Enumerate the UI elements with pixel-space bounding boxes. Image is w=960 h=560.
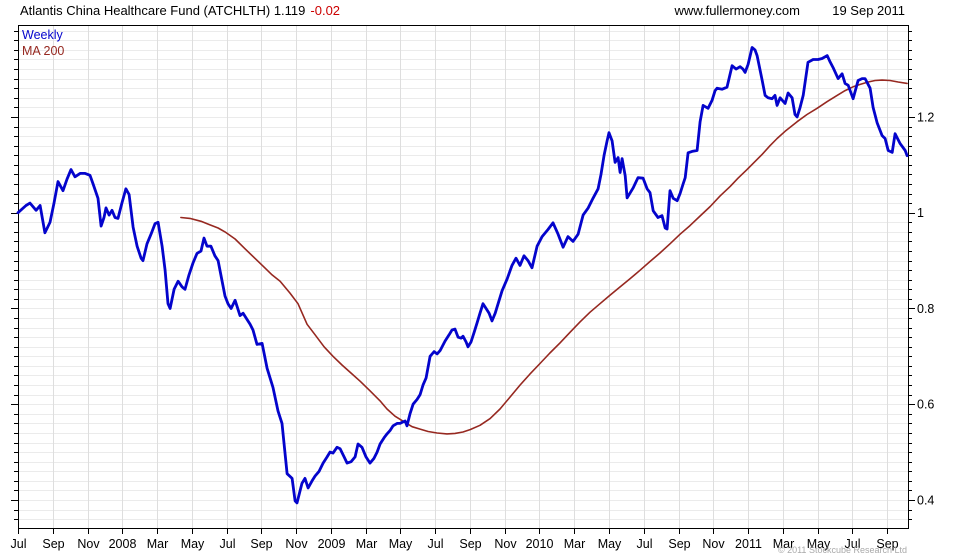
- y-tick-label: 0.8: [917, 302, 934, 316]
- legend-item-weekly: Weekly: [22, 28, 63, 42]
- x-tick-label: Jul: [845, 537, 861, 551]
- x-tick-label: Sep: [876, 537, 898, 551]
- ma200-line: [180, 79, 908, 435]
- price-change: -0.02: [310, 3, 341, 18]
- x-tick-label: May: [807, 537, 831, 551]
- x-tick-label: 2008: [109, 537, 137, 551]
- x-tick-label: Jul: [428, 537, 444, 551]
- x-tick-label: Sep: [459, 537, 481, 551]
- x-tick-label: May: [181, 537, 205, 551]
- x-tick-label: May: [598, 537, 622, 551]
- chart-legend: Weekly MA 200: [22, 27, 64, 59]
- x-tick-label: Jul: [637, 537, 653, 551]
- x-tick-label: Nov: [702, 537, 725, 551]
- y-tick-label: 1.2: [917, 110, 934, 124]
- x-tick-label: 2010: [526, 537, 554, 551]
- x-tick-label: Mar: [356, 537, 378, 551]
- x-tick-label: Mar: [564, 537, 586, 551]
- x-tick-label: 2009: [318, 537, 346, 551]
- source-website: www.fullermoney.com: [674, 3, 800, 18]
- x-tick-label: Jul: [220, 537, 236, 551]
- x-tick-label: Nov: [77, 537, 100, 551]
- y-tick-label: 1: [917, 206, 924, 220]
- chart-date: 19 Sep 2011: [832, 3, 905, 18]
- x-tick-label: May: [389, 537, 413, 551]
- x-tick-label: Nov: [494, 537, 517, 551]
- y-tick-label: 0.4: [917, 493, 934, 507]
- x-tick-label: Sep: [668, 537, 690, 551]
- x-tick-label: Sep: [250, 537, 272, 551]
- x-tick-label: Nov: [285, 537, 308, 551]
- x-tick-label: Sep: [42, 537, 64, 551]
- x-tick-label: Mar: [147, 537, 169, 551]
- plot-border: [18, 25, 909, 529]
- x-tick-label: Jul: [11, 537, 27, 551]
- y-tick-label: 0.6: [917, 398, 934, 412]
- price-line: [16, 46, 909, 505]
- page-title: Atlantis China Healthcare Fund (ATCHLTH)…: [20, 3, 340, 18]
- x-tick-label: 2011: [735, 537, 762, 551]
- x-tick-label: Mar: [773, 537, 795, 551]
- legend-item-ma-200: MA 200: [22, 44, 65, 58]
- instrument-title-and-price: Atlantis China Healthcare Fund (ATCHLTH)…: [20, 3, 306, 18]
- copyright-note: © 2011 Stockcube Research Ltd: [777, 545, 907, 555]
